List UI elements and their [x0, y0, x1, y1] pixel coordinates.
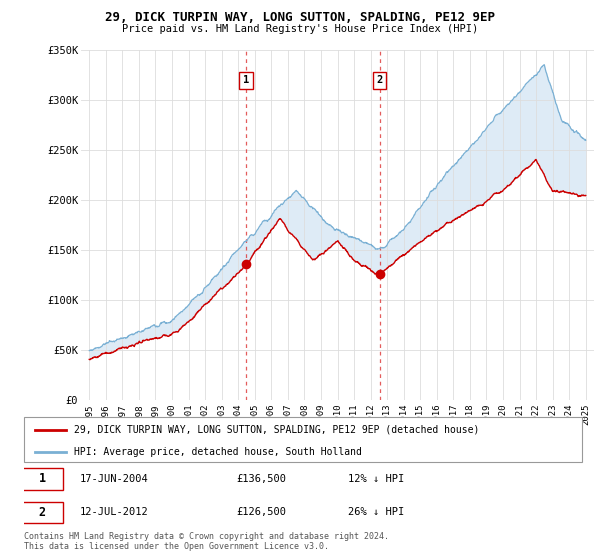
Text: 1: 1 [38, 473, 46, 486]
Text: 26% ↓ HPI: 26% ↓ HPI [347, 507, 404, 517]
FancyBboxPatch shape [21, 468, 63, 490]
Text: 2: 2 [38, 506, 46, 519]
Text: 1: 1 [242, 76, 249, 85]
Text: 29, DICK TURPIN WAY, LONG SUTTON, SPALDING, PE12 9EP: 29, DICK TURPIN WAY, LONG SUTTON, SPALDI… [105, 11, 495, 24]
Text: 29, DICK TURPIN WAY, LONG SUTTON, SPALDING, PE12 9EP (detached house): 29, DICK TURPIN WAY, LONG SUTTON, SPALDI… [74, 424, 479, 435]
Text: £126,500: £126,500 [236, 507, 286, 517]
Text: 12% ↓ HPI: 12% ↓ HPI [347, 474, 404, 484]
Text: 2: 2 [376, 76, 383, 85]
FancyBboxPatch shape [21, 502, 63, 524]
Text: Contains HM Land Registry data © Crown copyright and database right 2024.
This d: Contains HM Land Registry data © Crown c… [24, 532, 389, 552]
Text: 12-JUL-2012: 12-JUL-2012 [80, 507, 149, 517]
Text: HPI: Average price, detached house, South Holland: HPI: Average price, detached house, Sout… [74, 447, 362, 457]
FancyBboxPatch shape [24, 417, 582, 462]
Text: 17-JUN-2004: 17-JUN-2004 [80, 474, 149, 484]
Text: Price paid vs. HM Land Registry's House Price Index (HPI): Price paid vs. HM Land Registry's House … [122, 24, 478, 34]
Text: £136,500: £136,500 [236, 474, 286, 484]
